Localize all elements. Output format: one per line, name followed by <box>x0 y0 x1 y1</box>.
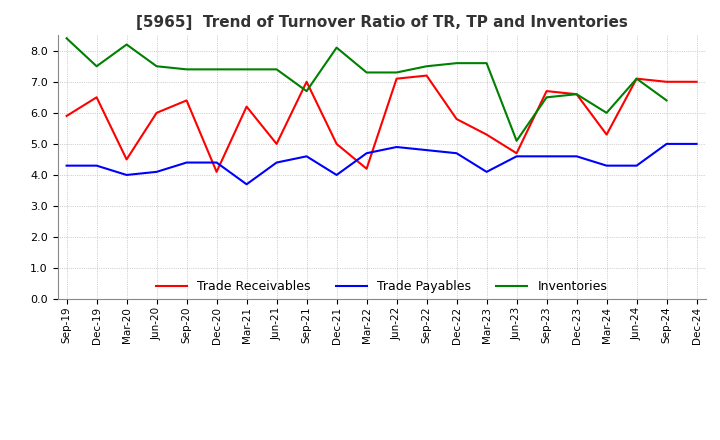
Line: Inventories: Inventories <box>66 38 667 141</box>
Trade Payables <box>182 160 191 165</box>
Trade Payables <box>572 154 581 159</box>
Trade Receivables <box>693 79 701 84</box>
Inventories <box>482 61 491 66</box>
Trade Payables <box>302 154 311 159</box>
Trade Receivables <box>242 104 251 109</box>
Trade Payables <box>153 169 161 175</box>
Inventories <box>632 76 641 81</box>
Inventories <box>542 95 551 100</box>
Trade Receivables <box>92 95 101 100</box>
Trade Payables <box>92 163 101 168</box>
Trade Receivables <box>632 76 641 81</box>
Inventories <box>602 110 611 115</box>
Trade Receivables <box>302 79 311 84</box>
Trade Payables <box>482 169 491 175</box>
Inventories <box>422 64 431 69</box>
Inventories <box>662 98 671 103</box>
Trade Payables <box>122 172 131 178</box>
Inventories <box>302 88 311 94</box>
Trade Payables <box>632 163 641 168</box>
Trade Payables <box>662 141 671 147</box>
Inventories <box>92 64 101 69</box>
Trade Receivables <box>362 166 371 172</box>
Trade Receivables <box>272 141 281 147</box>
Trade Payables <box>602 163 611 168</box>
Trade Payables <box>242 182 251 187</box>
Trade Receivables <box>572 92 581 97</box>
Trade Receivables <box>662 79 671 84</box>
Inventories <box>362 70 371 75</box>
Inventories <box>212 67 221 72</box>
Inventories <box>272 67 281 72</box>
Line: Trade Receivables: Trade Receivables <box>66 76 697 172</box>
Legend: Trade Receivables, Trade Payables, Inventories: Trade Receivables, Trade Payables, Inven… <box>151 275 612 298</box>
Trade Payables <box>452 150 461 156</box>
Inventories <box>392 70 401 75</box>
Inventories <box>572 92 581 97</box>
Trade Payables <box>62 163 71 168</box>
Inventories <box>122 42 131 47</box>
Inventories <box>242 67 251 72</box>
Inventories <box>513 138 521 143</box>
Trade Payables <box>362 150 371 156</box>
Trade Receivables <box>122 157 131 162</box>
Inventories <box>153 64 161 69</box>
Trade Payables <box>513 154 521 159</box>
Trade Payables <box>272 160 281 165</box>
Trade Receivables <box>602 132 611 137</box>
Trade Receivables <box>392 76 401 81</box>
Title: [5965]  Trend of Turnover Ratio of TR, TP and Inventories: [5965] Trend of Turnover Ratio of TR, TP… <box>135 15 628 30</box>
Trade Payables <box>422 147 431 153</box>
Inventories <box>182 67 191 72</box>
Inventories <box>333 45 341 50</box>
Trade Receivables <box>62 114 71 119</box>
Trade Receivables <box>452 117 461 122</box>
Line: Trade Payables: Trade Payables <box>66 144 697 184</box>
Trade Receivables <box>422 73 431 78</box>
Trade Payables <box>333 172 341 178</box>
Trade Receivables <box>482 132 491 137</box>
Trade Payables <box>392 144 401 150</box>
Trade Payables <box>693 141 701 147</box>
Trade Receivables <box>513 150 521 156</box>
Trade Payables <box>212 160 221 165</box>
Inventories <box>62 36 71 41</box>
Trade Receivables <box>153 110 161 115</box>
Trade Payables <box>542 154 551 159</box>
Trade Receivables <box>212 169 221 175</box>
Inventories <box>452 61 461 66</box>
Trade Receivables <box>182 98 191 103</box>
Trade Receivables <box>333 141 341 147</box>
Trade Receivables <box>542 88 551 94</box>
